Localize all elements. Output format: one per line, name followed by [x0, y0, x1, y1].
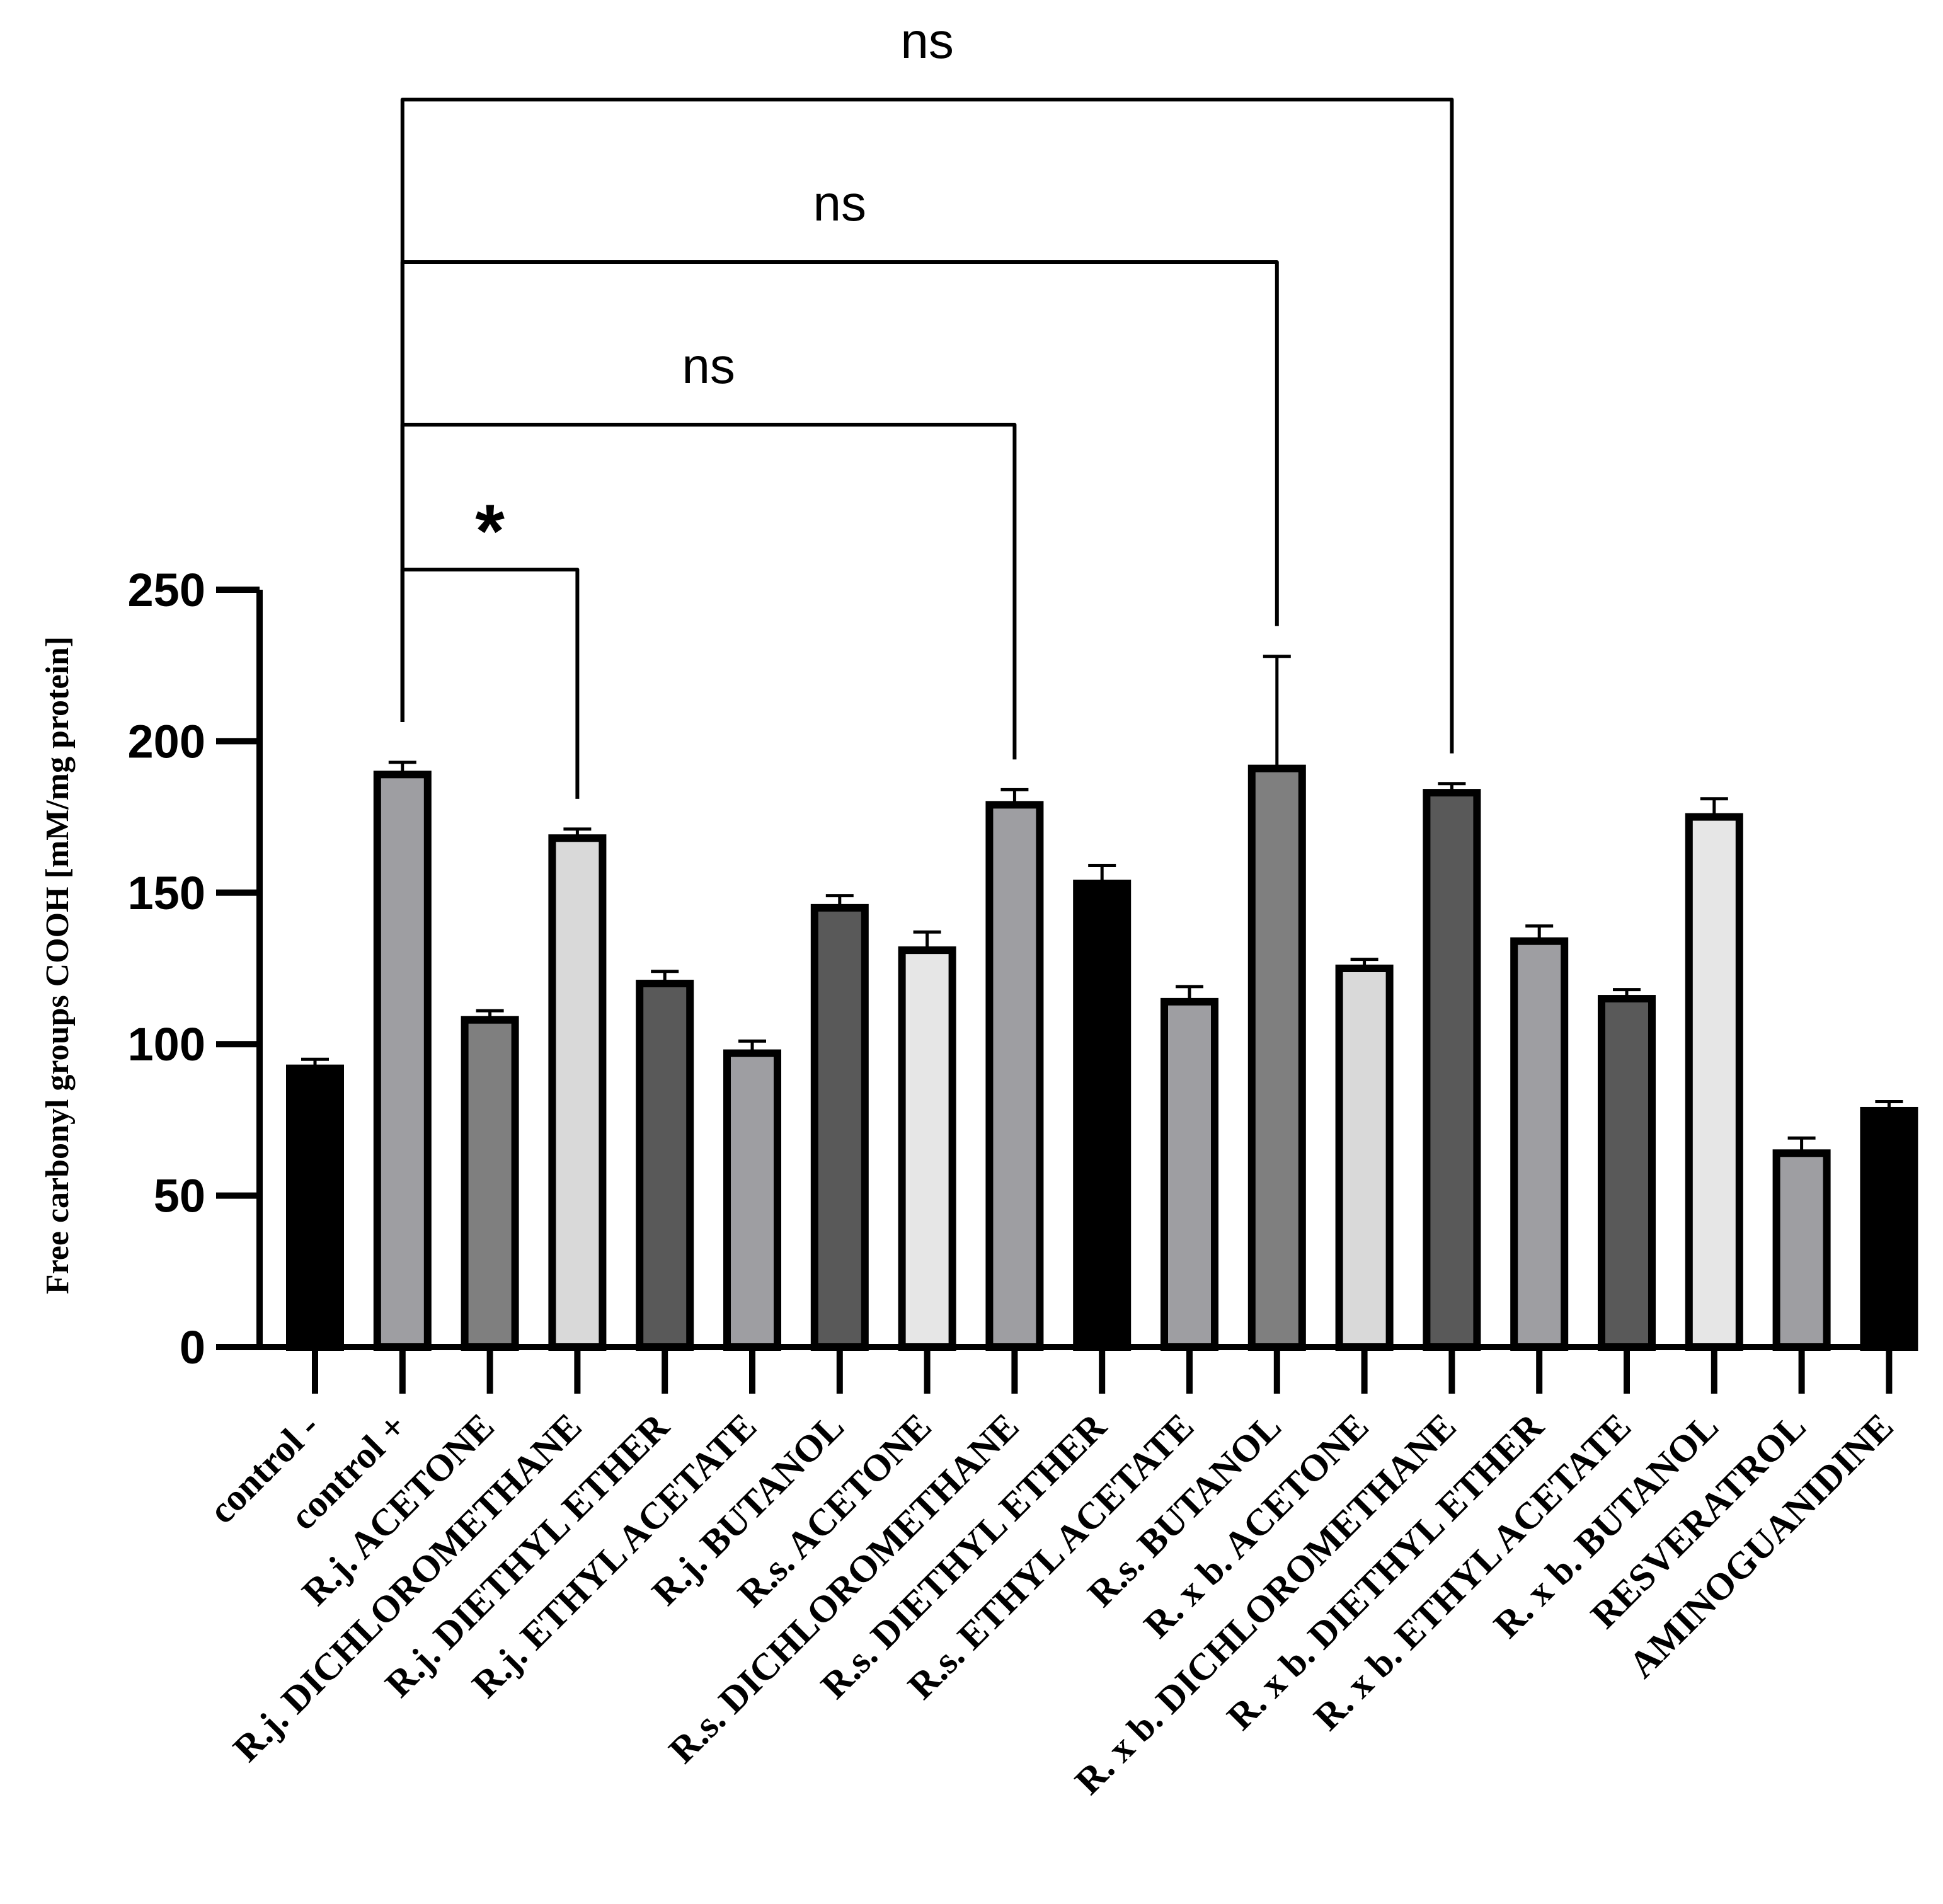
- bar: [723, 1049, 781, 1351]
- bar: [373, 771, 432, 1351]
- bar: [810, 903, 869, 1351]
- significance-bracket: [400, 98, 1454, 754]
- significance-bracket: [400, 260, 1279, 723]
- bar: [548, 834, 607, 1351]
- y-tick-label: 150: [128, 867, 205, 919]
- bar: [286, 1064, 344, 1351]
- bar: [1772, 1149, 1831, 1351]
- y-tick-label: 200: [128, 715, 205, 767]
- error-bar-group: [301, 655, 1903, 1154]
- significance-label: ns: [900, 13, 954, 69]
- bar: [1423, 789, 1481, 1351]
- significance-label: ns: [682, 338, 735, 394]
- bar: [461, 1016, 519, 1351]
- bar: [1685, 813, 1743, 1351]
- bar: [1860, 1106, 1918, 1351]
- bar: [1598, 995, 1656, 1351]
- y-tick-label: 50: [154, 1170, 205, 1222]
- significance-label: ns: [813, 175, 867, 231]
- y-ticks: 0 50 100 150 200 250: [128, 564, 260, 1374]
- significance-label: *: [475, 489, 505, 573]
- bar-group: [286, 764, 1918, 1351]
- bar: [1161, 997, 1218, 1351]
- bar: [1247, 764, 1306, 1351]
- y-tick-label: 250: [128, 564, 205, 616]
- y-tick-label: 0: [180, 1321, 205, 1374]
- bar: [1073, 880, 1132, 1351]
- y-tick-label: 100: [128, 1018, 205, 1070]
- bar: [898, 946, 956, 1351]
- significance-brackets: * ns ns ns: [400, 13, 1454, 799]
- bar: [636, 980, 694, 1351]
- bar: [1335, 965, 1394, 1351]
- significance-bracket: [400, 423, 1017, 760]
- bar: [985, 801, 1044, 1351]
- bar: [1510, 937, 1569, 1351]
- y-axis-title: Free carbonyl groups COOH [mM/mg protein…: [40, 636, 76, 1294]
- significance-bracket: [400, 568, 580, 799]
